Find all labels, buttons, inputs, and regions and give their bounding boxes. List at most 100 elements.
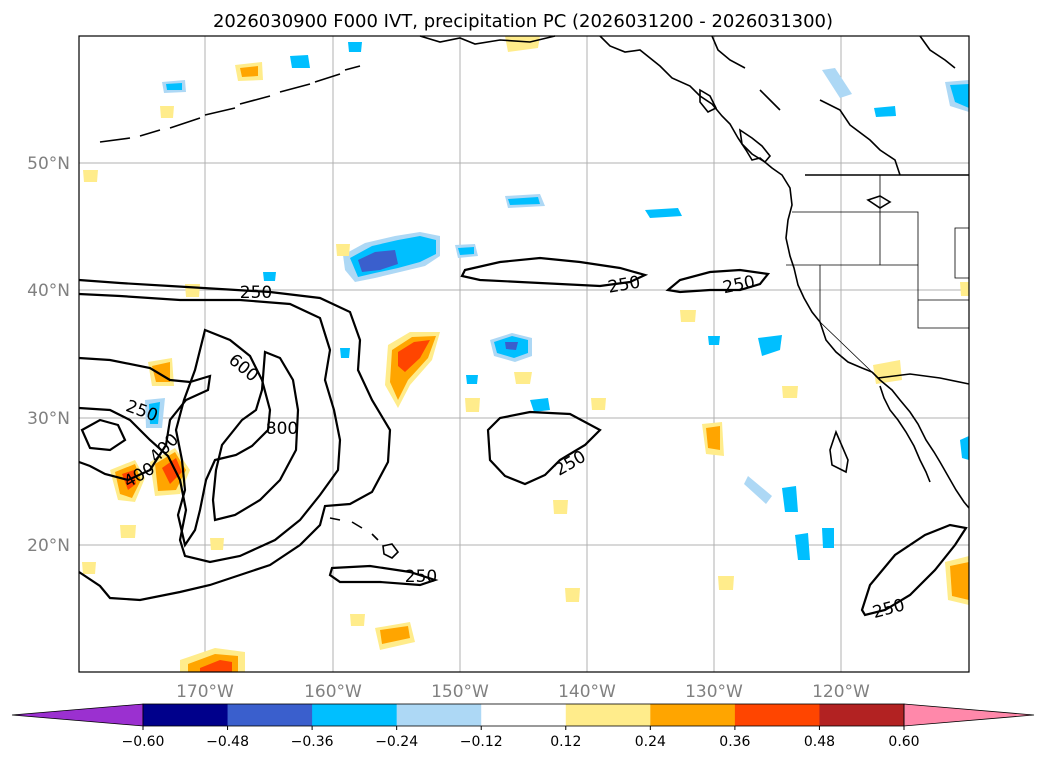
precip-negative-patch bbox=[263, 272, 276, 281]
precip-positive-patch bbox=[82, 562, 96, 574]
precip-negative-patch bbox=[530, 398, 550, 412]
precip-negative-patch bbox=[822, 528, 834, 548]
precip-positive-patch bbox=[350, 614, 365, 626]
precip-negative-patch bbox=[348, 42, 362, 52]
baja-mexico-coast bbox=[871, 371, 970, 509]
ivt-contour-250-mid bbox=[486, 410, 602, 486]
map-frame bbox=[78, 35, 970, 673]
colorbar-extend-max bbox=[903, 703, 1035, 727]
precip-positive-patch bbox=[565, 588, 580, 602]
ivt-contour-250-coast bbox=[665, 268, 771, 294]
precip-positive-patch bbox=[380, 626, 410, 644]
colorbar-border bbox=[142, 703, 905, 727]
precip-positive-patch bbox=[336, 244, 350, 256]
colorbar-segment bbox=[565, 704, 651, 726]
precip-negative-patch bbox=[505, 342, 518, 350]
precip-negative-patch bbox=[508, 197, 540, 205]
precip-positive-patch bbox=[960, 282, 969, 296]
precip-negative-patch bbox=[466, 375, 478, 384]
precip-positive-patch bbox=[210, 538, 224, 550]
lon-label-170w: 170°W bbox=[176, 682, 234, 702]
precip-positive-patch bbox=[950, 562, 969, 600]
precip-positive-patch bbox=[680, 310, 696, 322]
precip-negative-patch bbox=[358, 250, 398, 272]
precip-positive-patch bbox=[505, 36, 540, 52]
precip-negative-patch bbox=[960, 436, 969, 460]
colorbar-tick-label: −0.48 bbox=[206, 734, 249, 750]
latitude-labels: 50°N 40°N 30°N 20°N bbox=[27, 154, 70, 556]
lon-label-120w: 120°W bbox=[812, 682, 870, 702]
precip-positive-patch bbox=[706, 426, 720, 450]
alaska-interior-coast bbox=[711, 35, 956, 176]
lat-label-30n: 30°N bbox=[27, 409, 70, 429]
colorbar-segment bbox=[734, 704, 820, 726]
colorbar-tick-label: 0.24 bbox=[635, 734, 666, 750]
precip-positive-patch bbox=[782, 386, 798, 398]
ivt-contour-800 bbox=[211, 350, 300, 522]
lat-label-40n: 40°N bbox=[27, 281, 70, 301]
precip-negative-patch bbox=[340, 348, 350, 358]
precip-positive-patch bbox=[591, 398, 606, 410]
precip-negative-patch bbox=[645, 208, 682, 218]
ivt-contour-250-se bbox=[860, 523, 968, 617]
ivt-contours bbox=[78, 256, 968, 617]
haida-gwaii bbox=[699, 88, 718, 114]
precip-negative-patch bbox=[822, 68, 852, 98]
precip-positive-patch bbox=[553, 500, 568, 514]
lat-label-20n: 20°N bbox=[27, 536, 70, 556]
longitude-labels: 170°W 160°W 150°W 140°W 130°W 120°W bbox=[176, 682, 870, 702]
precip-positive-patch bbox=[120, 525, 136, 538]
colorbar-segment bbox=[650, 704, 736, 726]
lon-label-140w: 140°W bbox=[558, 682, 616, 702]
colorbar-segment bbox=[227, 704, 313, 726]
ivt-contour-250-inner bbox=[78, 292, 342, 564]
ivt-contour-400 bbox=[78, 356, 212, 482]
precip-negative-patch bbox=[795, 533, 810, 560]
colorbar-segment bbox=[819, 704, 905, 726]
precip-positive-patch bbox=[83, 170, 98, 182]
hawaii-islands bbox=[329, 517, 400, 559]
colorbar-tick-label: −0.24 bbox=[375, 734, 418, 750]
precip-negative-patch bbox=[758, 335, 782, 356]
colorbar-segment bbox=[481, 704, 567, 726]
precip-positive-patch bbox=[718, 576, 734, 590]
contour-label: 250 bbox=[405, 567, 437, 587]
precip-negative-patch bbox=[708, 336, 720, 345]
precip-positive-patch bbox=[465, 398, 480, 412]
ivt-contour-400-small bbox=[80, 418, 127, 452]
precip-positive-patch bbox=[240, 66, 258, 77]
colorbar-tick-label: −0.12 bbox=[460, 734, 503, 750]
colorbar-segment bbox=[143, 704, 229, 726]
colorbar: −0.60 −0.48 −0.36 −0.24 −0.12 0.12 0.24 0.36 0.4… bbox=[11, 703, 1035, 750]
precip-positive-patch bbox=[514, 372, 532, 384]
colorbar-tick-label: −0.60 bbox=[122, 734, 165, 750]
precip-positive-patch bbox=[398, 340, 430, 372]
lon-label-160w: 160°W bbox=[304, 682, 362, 702]
figure-title: 2026030900 F000 IVT, precipitation PC (2… bbox=[213, 11, 833, 32]
lat-label-50n: 50°N bbox=[27, 154, 70, 174]
colorbar-segment bbox=[312, 704, 398, 726]
colorbar-tick-label: 0.36 bbox=[719, 734, 750, 750]
colorbar-tick-label: −0.36 bbox=[291, 734, 334, 750]
ivt-contour-250-south bbox=[328, 564, 439, 587]
colorbar-tick-label: 0.12 bbox=[550, 734, 581, 750]
lon-label-130w: 130°W bbox=[685, 682, 743, 702]
guadalupe-island bbox=[829, 429, 849, 474]
precip-negative-patch bbox=[782, 486, 798, 512]
mexico-border bbox=[877, 373, 970, 385]
gridlines bbox=[79, 36, 969, 672]
vancouver-island bbox=[738, 128, 772, 164]
colorbar-segment bbox=[396, 704, 482, 726]
precip-negative-patch bbox=[744, 476, 772, 504]
precip-positive-patch bbox=[160, 106, 174, 118]
colorbar-tick-label: 0.48 bbox=[804, 734, 835, 750]
coastlines bbox=[99, 35, 970, 559]
lon-label-150w: 150°W bbox=[431, 682, 489, 702]
precip-negative-patch bbox=[290, 55, 310, 68]
aleutian-islands bbox=[99, 65, 361, 143]
contour-label: 800 bbox=[266, 419, 298, 439]
alaska-coast bbox=[419, 35, 873, 373]
colorbar-extend-min bbox=[11, 703, 144, 727]
precip-negative-patch bbox=[874, 106, 896, 117]
